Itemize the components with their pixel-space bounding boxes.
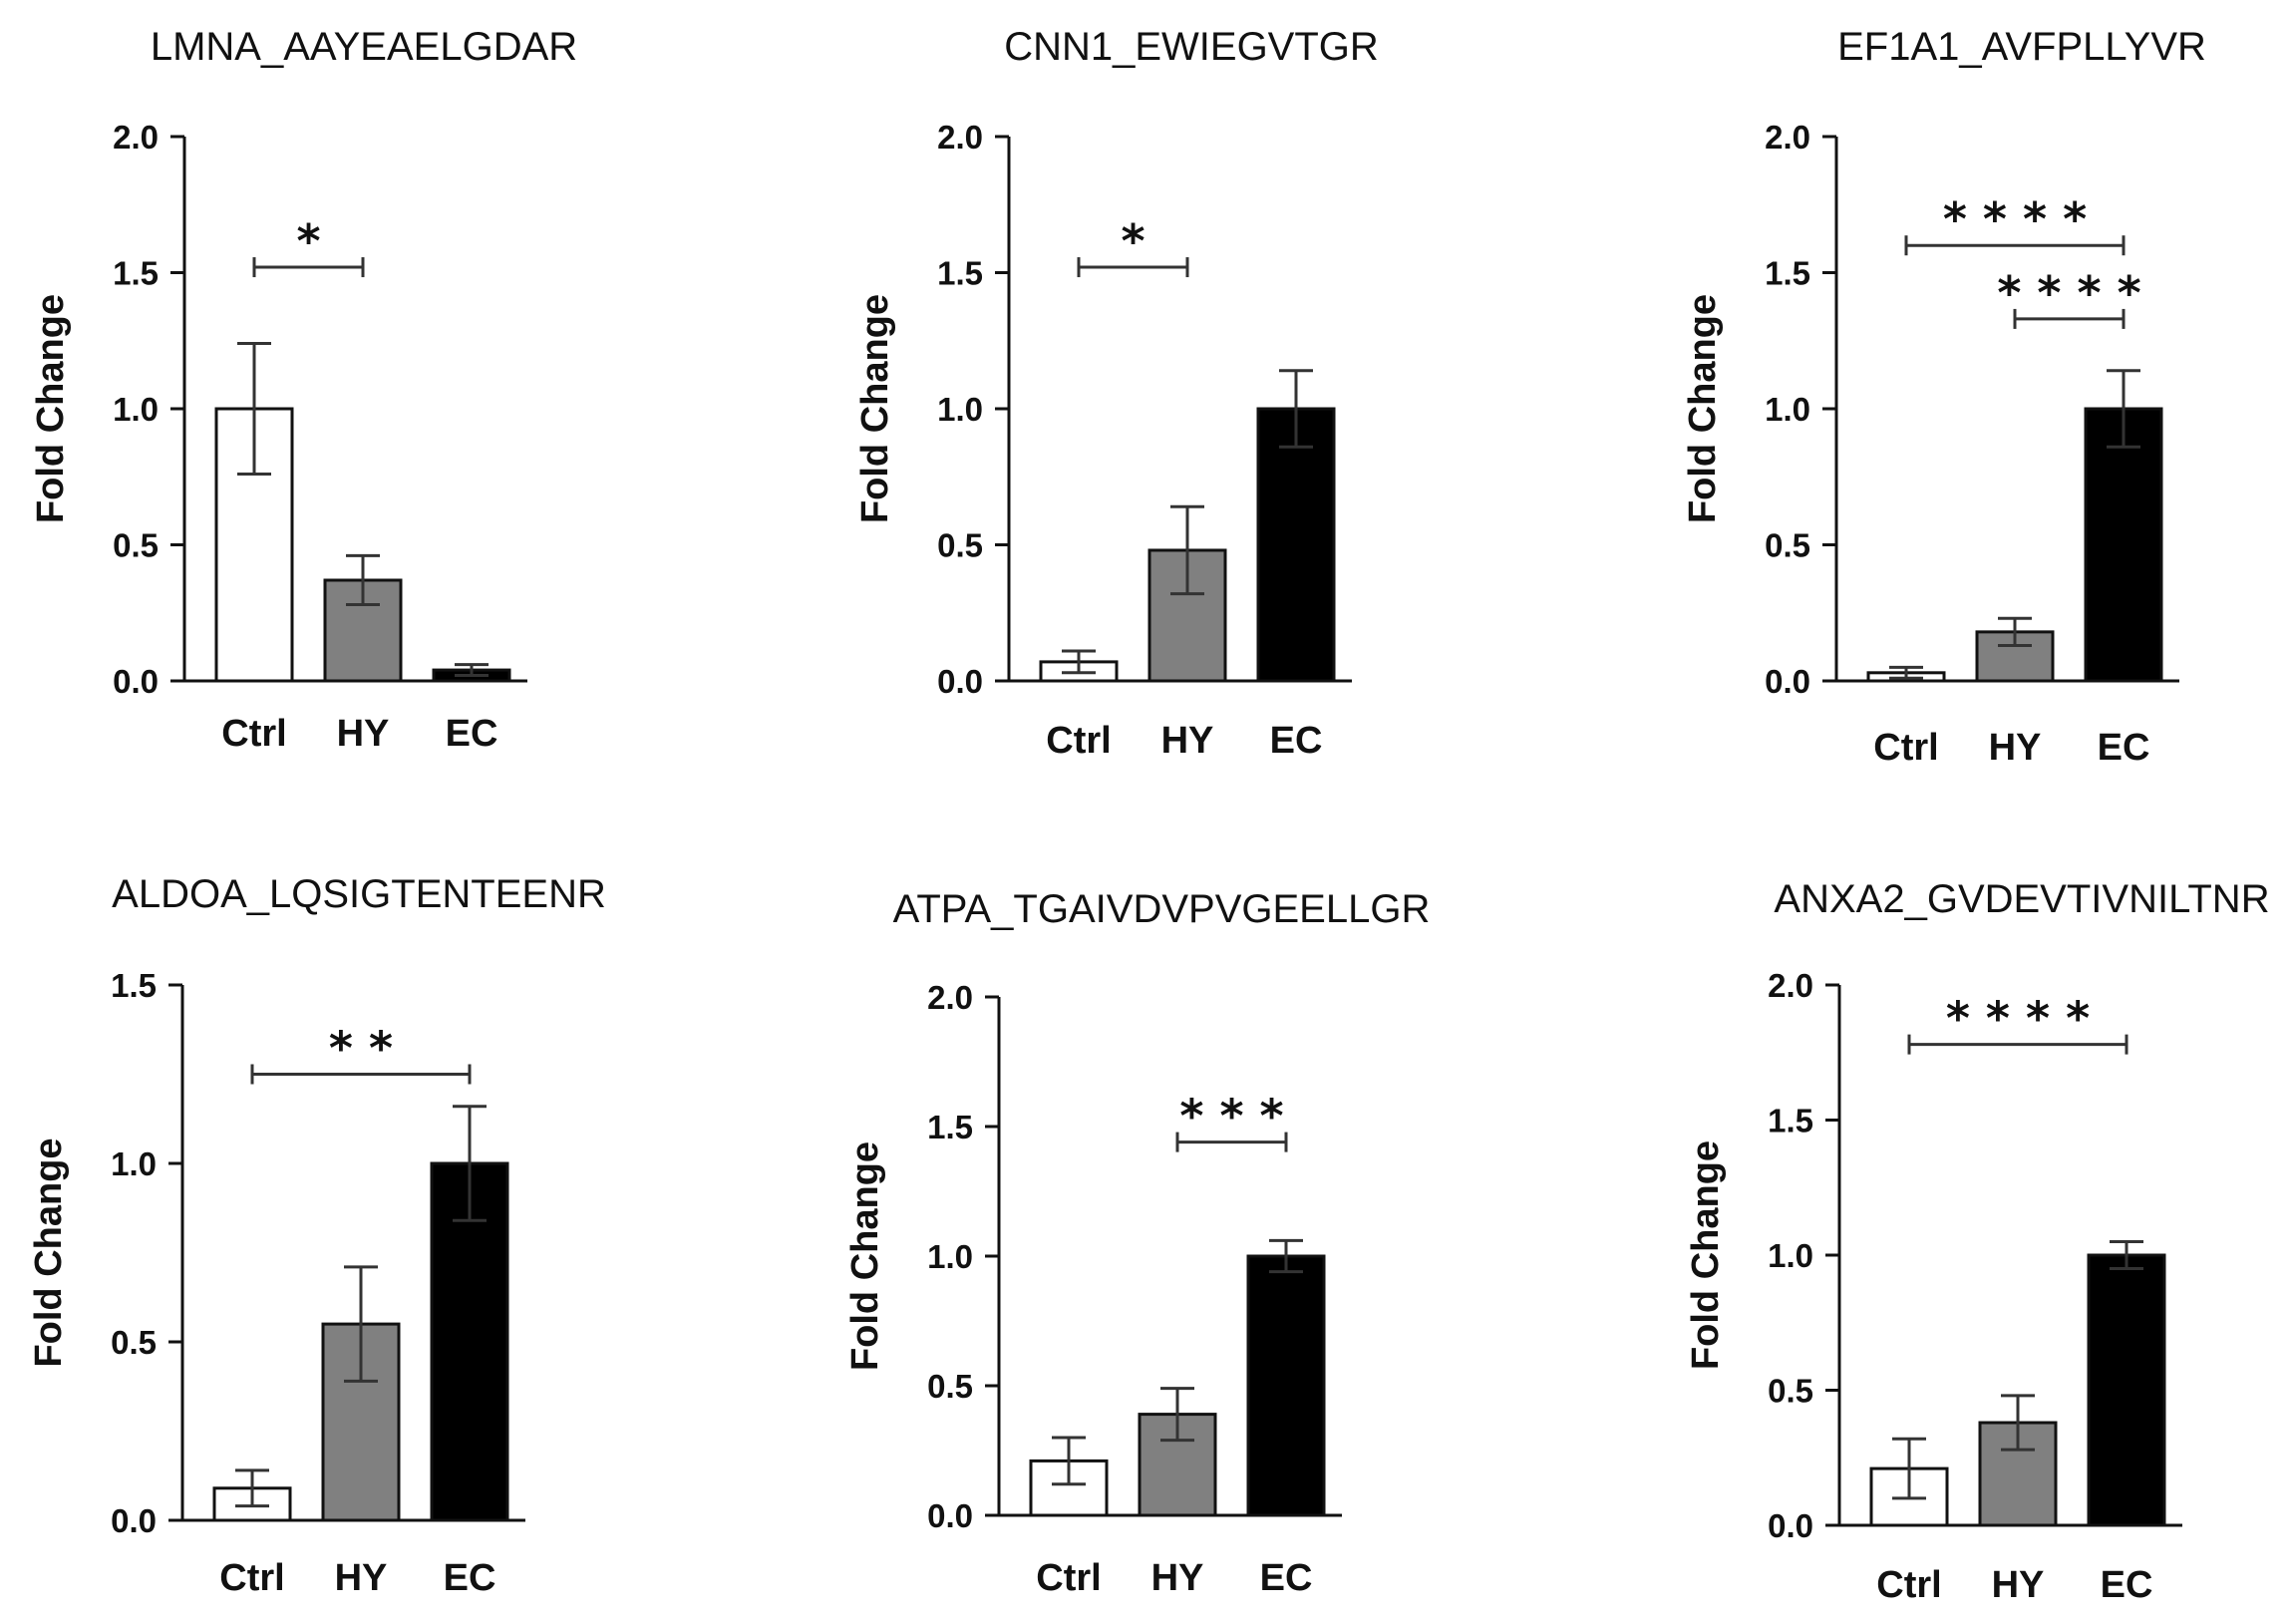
category-label-hy: HY [1989,727,2042,769]
chart-panel-2: CNN1_EWIEGVTGR Fold Change 0.0 0.5 1.0 1.5 2.0… [854,25,1379,762]
bar-ec [2084,407,2163,683]
y-tick-label: 2.0 [937,119,983,156]
y-tick-label: 1.5 [1768,1103,1813,1139]
y-tick-label: 1.0 [111,1145,157,1182]
category-label-ec: EC [2098,727,2150,769]
y-tick-label: 1.0 [937,391,983,428]
y-tick-label: 2.0 [113,119,159,156]
chart-title: CNN1_EWIEGVTGR [1004,25,1379,69]
category-label-ctrl: Ctrl [1036,1557,1101,1599]
y-tick-label: 1.0 [1768,1237,1813,1274]
y-tick-label: 0.0 [1765,663,1810,700]
y-tick-label: 1.5 [927,1109,973,1145]
y-tick-label: 2.0 [1765,119,1810,156]
category-label-hy: HY [1161,720,1214,762]
chart-title: ATPA_TGAIVDVPVGEELLGR [893,887,1431,931]
chart-title: EF1A1_AVFPLLYVR [1837,25,2206,69]
bar-ec [2087,1253,2166,1527]
bar-ec [1256,407,1336,683]
y-axis-label: Fold Change [854,294,896,523]
category-label-ctrl: Ctrl [1876,1564,1941,1606]
chart-panel-1: LMNA_AAYEAELGDAR Fold Change 0.0 0.5 1.0 1.5 2… [30,25,577,755]
y-tick-label: 1.5 [113,255,159,292]
y-tick-label: 2.0 [1768,967,1813,1004]
y-tick-label: 2.0 [927,979,973,1016]
y-tick-label: 1.0 [1765,391,1810,428]
significance-label: * * * * [1997,266,2140,320]
y-axis-label: Fold Change [30,294,72,523]
chart-panel-5: ATPA_TGAIVDVPVGEELLGR Fold Change 0.0 0.5 1.… [844,887,1430,1599]
category-label-ec: EC [444,1557,496,1599]
y-tick-label: 0.5 [927,1368,973,1405]
chart-title: ANXA2_GVDEVTIVNILTNR [1774,877,2269,921]
bar-hy [1978,1421,2058,1527]
y-axis-label: Fold Change [1682,294,1724,523]
chart-title: ALDOA_LQSIGTENTEENR [112,872,606,916]
chart-panel-3: EF1A1_AVFPLLYVR Fold Change 0.0 0.5 1.0 1.5 2.… [1682,25,2206,769]
significance-label: * * * * [1943,192,2087,246]
y-tick-label: 0.0 [927,1497,973,1534]
chart-title: LMNA_AAYEAELGDAR [151,25,577,69]
significance-label: * * [329,1022,393,1076]
category-label-ctrl: Ctrl [1873,727,1938,769]
category-label-ec: EC [1270,720,1323,762]
category-label-hy: HY [335,1557,388,1599]
y-tick-label: 0.0 [937,663,983,700]
category-label-hy: HY [1992,1564,2045,1606]
category-label-ec: EC [2101,1564,2153,1606]
chart-panel-4: ALDOA_LQSIGTENTEENR Fold Change 0.0 0.5 1.0 1… [28,872,606,1599]
category-label-ec: EC [1260,1557,1313,1599]
y-tick-label: 1.5 [1765,255,1810,292]
y-tick-label: 0.0 [111,1502,157,1539]
category-label-ctrl: Ctrl [1046,720,1111,762]
category-label-ec: EC [446,713,498,755]
significance-label: * * * [1179,1090,1283,1143]
y-tick-label: 1.5 [111,967,157,1004]
category-label-hy: HY [1151,1557,1204,1599]
y-tick-label: 0.5 [1765,527,1810,564]
category-label-hy: HY [337,713,390,755]
significance-label: * [296,214,320,268]
category-label-ctrl: Ctrl [219,1557,284,1599]
y-axis-label: Fold Change [844,1141,886,1371]
y-axis-label: Fold Change [28,1137,70,1367]
chart-panel-6: ANXA2_GVDEVTIVNILTNR Fold Change 0.0 0.5 1.0… [1685,877,2270,1606]
significance-label: * * * * [1946,992,2090,1046]
y-tick-label: 0.5 [937,527,983,564]
y-tick-label: 0.5 [113,527,159,564]
y-tick-label: 0.0 [113,663,159,700]
y-tick-label: 0.5 [1768,1373,1813,1410]
y-tick-label: 0.0 [1768,1507,1813,1544]
y-axis-label: Fold Change [1685,1140,1727,1370]
y-tick-label: 1.0 [113,391,159,428]
significance-label: * [1121,214,1145,268]
bar-ec [430,1161,509,1522]
bar-ec [1246,1254,1326,1517]
y-tick-label: 1.0 [927,1238,973,1275]
y-tick-label: 0.5 [111,1324,157,1361]
y-tick-label: 1.5 [937,255,983,292]
category-label-ctrl: Ctrl [221,713,286,755]
